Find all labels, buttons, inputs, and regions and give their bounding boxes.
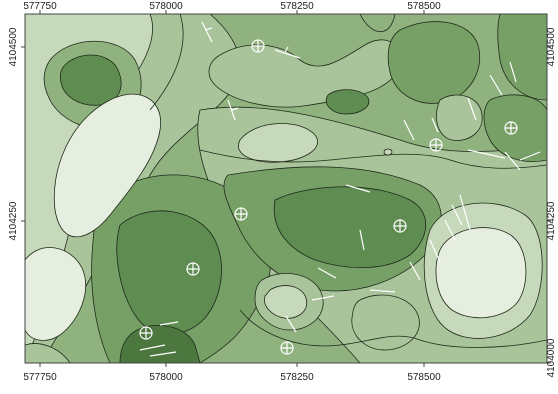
fault-line [317, 267, 337, 279]
map-frame [24, 13, 548, 364]
fault-line [459, 194, 471, 231]
circle-crosshair-icon [280, 341, 294, 355]
fault-line [467, 97, 477, 121]
contour-zone [497, 14, 547, 101]
fault-line [311, 295, 335, 301]
contour-zone [53, 93, 162, 238]
circle-crosshair-icon [234, 207, 248, 221]
fault-line [467, 149, 506, 159]
y-tick-label-right: 4104250 [546, 201, 557, 240]
station-markers [139, 39, 518, 355]
fault-line [504, 151, 521, 171]
fault-line [285, 315, 297, 333]
x-tick-label-bottom: 578000 [149, 372, 183, 383]
fault-line [519, 151, 541, 161]
contour-zone [25, 247, 86, 341]
fault-line [444, 219, 456, 241]
fault-line [431, 117, 439, 133]
contour-line [419, 339, 547, 348]
x-tick-label-top: 578500 [407, 1, 441, 12]
contour-zone [238, 123, 318, 163]
fault-line [489, 74, 503, 96]
y-tick-label-right: 4104000 [546, 338, 557, 377]
circle-crosshair-icon [139, 326, 153, 340]
circle-crosshair-icon [186, 262, 200, 276]
fault-lines [139, 21, 541, 357]
fault-line [429, 239, 441, 263]
y-tick-label-left: 4104250 [8, 201, 19, 240]
fault-line [359, 229, 365, 251]
fault-line [231, 107, 239, 111]
circle-crosshair-icon [251, 39, 265, 53]
fault-line [204, 27, 213, 31]
contour-zone [435, 227, 527, 319]
x-tick-label-bottom: 578250 [280, 372, 314, 383]
fault-line [403, 119, 415, 141]
tick-marks [21, 10, 551, 367]
x-tick-label-top: 578000 [149, 1, 183, 12]
contour-line [359, 14, 396, 33]
circle-crosshair-icon [393, 219, 407, 233]
fault-line [284, 46, 289, 53]
contour-line [239, 309, 421, 347]
map-plot-area [25, 14, 547, 363]
contour-zone [116, 210, 222, 335]
fault-line [201, 21, 213, 43]
fault-line [227, 99, 236, 121]
circle-crosshair-icon [504, 121, 518, 135]
fault-line [369, 289, 396, 293]
fault-line [345, 184, 371, 193]
x-tick-label-top: 577750 [23, 1, 57, 12]
y-tick-label-right: 4104500 [546, 27, 557, 66]
x-tick-label-top: 578250 [280, 1, 314, 12]
contour-zone [325, 89, 370, 115]
fault-line [409, 261, 421, 281]
contour-zone [59, 54, 122, 106]
x-tick-label-bottom: 577750 [23, 372, 57, 383]
fault-line [509, 61, 517, 83]
contour-line [383, 148, 393, 156]
y-tick-label-left: 4104500 [8, 27, 19, 66]
fault-line [149, 351, 177, 357]
x-tick-label-bottom: 578500 [407, 372, 441, 383]
fault-line [451, 204, 463, 226]
fault-line [159, 321, 179, 326]
fault-line [139, 344, 166, 351]
contour-line [149, 14, 184, 111]
circle-crosshair-icon [429, 138, 443, 152]
contour-zone [264, 285, 308, 319]
fault-line [274, 49, 301, 59]
